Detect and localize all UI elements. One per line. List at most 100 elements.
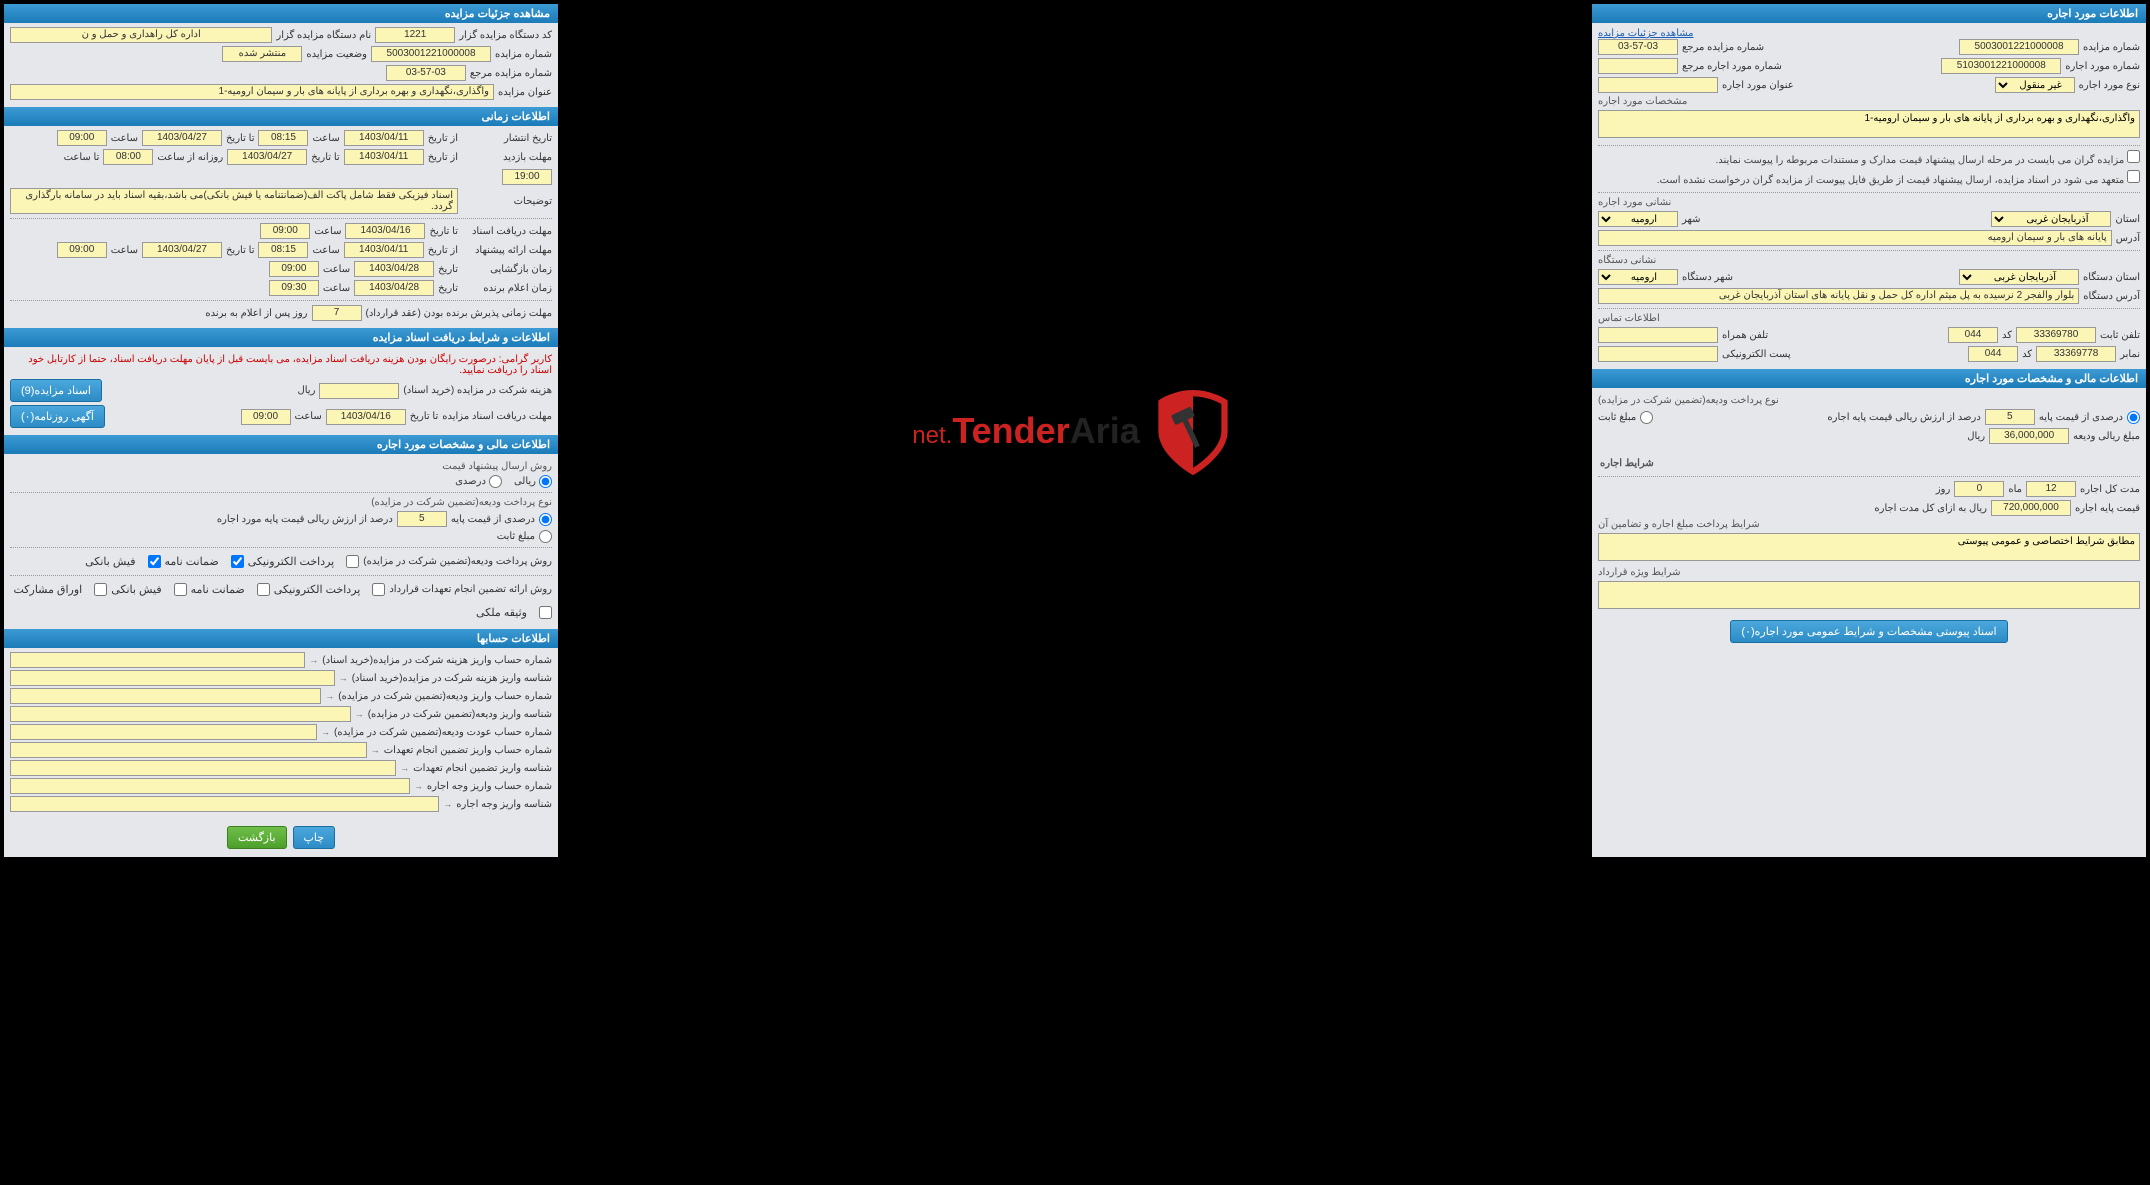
docs-button[interactable]: اسناد مزایده(9) — [10, 379, 102, 402]
rent-title-field — [1598, 77, 1718, 93]
pay-terms-textarea[interactable]: مطابق شرایط اختصاصی و عمومی پیوستی — [1598, 533, 2140, 561]
newspaper-button[interactable]: آگهی روزنامه(۰) — [10, 405, 105, 428]
print-button[interactable]: چاپ — [293, 826, 336, 849]
fee-field — [319, 383, 399, 399]
header-auction-details: مشاهده جزئیات مزایده — [4, 4, 558, 23]
radio-fixed[interactable] — [539, 530, 552, 543]
ref-no-field: 03-57-03 — [386, 65, 466, 81]
attachments-button[interactable]: اسناد پیوستی مشخصات و شرایط عمومی مورد ا… — [1730, 620, 2007, 643]
doc-receive-time: 09:00 — [260, 223, 310, 239]
left-percent-field: 5 — [1985, 409, 2035, 425]
spec-textarea[interactable]: واگذاری،نگهداری و بهره برداری از پایانه … — [1598, 110, 2140, 138]
mobile-field — [1598, 327, 1718, 343]
province-select[interactable]: آذربایجان غربی — [1991, 211, 2111, 227]
auction-no-label: شماره مزایده — [495, 49, 552, 60]
warning-text: کاربر گرامی: درصورت رایگان بودن هزینه در… — [10, 351, 552, 379]
doc-receive-label: مهلت دریافت اسناد — [462, 226, 552, 237]
obligation-label: روش ارائه تضمین انجام تعهدات قرارداد — [389, 584, 552, 595]
details-link[interactable]: مشاهده جزئیات مزایده — [1598, 28, 1694, 39]
acc2-field — [10, 670, 335, 686]
accept-suffix: روز پس از اعلام به برنده — [205, 308, 307, 319]
header-financial: اطلاعات مالی و مشخصات مورد اجاره — [4, 435, 558, 454]
deposit-amount-field: 36,000,000 — [1989, 428, 2069, 444]
fax-field: 33369778 — [2036, 346, 2116, 362]
org-address-field: بلوار والفجر 2 نرسیده به پل میثم اداره ک… — [1598, 288, 2079, 304]
doc-deadline-date: 1403/04/16 — [326, 409, 406, 425]
header-doc-terms: اطلاعات و شرایط دریافت اسناد مزایده — [4, 328, 558, 347]
doc-receive-date: 1403/04/16 — [345, 223, 425, 239]
acc1-field — [10, 652, 305, 668]
offer-to-date: 1403/04/27 — [142, 242, 222, 258]
header-left-financial: اطلاعات مالی و مشخصات مورد اجاره — [1592, 369, 2146, 388]
publish-to-date: 1403/04/27 — [142, 130, 222, 146]
offer-to-time: 09:00 — [57, 242, 107, 258]
offer-from-date: 1403/04/11 — [344, 242, 424, 258]
visit-to-date: 1403/04/27 — [227, 149, 307, 165]
visit-daily-to: 19:00 — [502, 169, 552, 185]
visit-label: مهلت بازدید — [462, 152, 552, 163]
email-field — [1598, 346, 1718, 362]
logo-area: AriaTender.net — [566, 4, 1584, 857]
price-method-label: روش ارسال پیشنهاد قیمت — [10, 461, 552, 472]
deposit-type-label: نوع پرداخت ودیعه(تضمین شرکت در مزایده) — [10, 497, 552, 508]
org-code-field: 1221 — [375, 27, 455, 43]
radio-percent[interactable]: درصدی — [455, 475, 502, 488]
rent-terms-label: شرایط اجاره — [1592, 454, 2146, 473]
accept-label: مهلت زمانی پذیرش برنده بودن (عقد قرارداد… — [366, 308, 553, 319]
title-field: واگذاری،نگهداری و بهره برداری از پایانه … — [10, 84, 494, 100]
shield-hammer-icon — [1148, 386, 1238, 476]
acc7-field — [10, 760, 396, 776]
status-field: منتشر شده — [222, 46, 302, 62]
acc4-field — [10, 706, 351, 722]
special-textarea[interactable] — [1598, 581, 2140, 609]
auction-no-field: 5003001221000008 — [371, 46, 491, 62]
header-rent-info: اطلاعات مورد اجاره — [1592, 4, 2146, 23]
left-panel: اطلاعات مورد اجاره مشاهده جزئیات مزایده … — [1592, 4, 2146, 857]
percent-field: 5 — [397, 511, 447, 527]
header-accounts: اطلاعات حسابها — [4, 629, 558, 648]
fee-label: هزینه شرکت در مزایده (خرید اسناد) — [403, 385, 552, 396]
visit-daily-from: 08:00 — [103, 149, 153, 165]
rent-ref-field — [1598, 58, 1678, 74]
right-panel: مشاهده جزئیات مزایده کد دستگاه مزایده گز… — [4, 4, 558, 857]
radio-rial[interactable]: ریالی — [514, 475, 552, 488]
phone-field: 33369780 — [2016, 327, 2096, 343]
winner-date: 1403/04/28 — [354, 280, 434, 296]
acc3-field — [10, 688, 321, 704]
notes-field: اسناد فیزیکی فقط شامل پاکت الف(ضمانتنامه… — [10, 188, 458, 214]
acc8-field — [10, 778, 410, 794]
acc5-field — [10, 724, 317, 740]
offer-from-time: 08:15 — [258, 242, 308, 258]
publish-from-date: 1403/04/11 — [344, 130, 424, 146]
open-time: 09:00 — [269, 261, 319, 277]
header-time-info: اطلاعات زمانی — [4, 107, 558, 126]
org-province-select[interactable]: آذربایجان غربی — [1959, 269, 2079, 285]
deposit-method-label: روش پرداخت ودیعه(تضمین شرکت در مزایده) — [363, 556, 552, 567]
days-field: 0 — [1954, 481, 2004, 497]
acc9-field — [10, 796, 439, 812]
logo-text: AriaTender.net — [912, 410, 1139, 452]
months-field: 12 — [2026, 481, 2076, 497]
org-code-label: کد دستگاه مزایده گزار — [459, 30, 552, 41]
accept-days: 7 — [312, 305, 362, 321]
org-name-field: اداره کل راهداری و حمل و ن — [10, 27, 272, 43]
address-field: پایانه های بار و سیمان ارومیه — [1598, 230, 2112, 246]
status-label: وضعیت مزایده — [306, 49, 367, 60]
acc6-field — [10, 742, 367, 758]
org-name-label: نام دستگاه مزایده گزار — [276, 30, 371, 41]
visit-from-date: 1403/04/11 — [344, 149, 424, 165]
rent-type-select[interactable]: غیر منقول — [1995, 77, 2075, 93]
left-auction-no: 5003001221000008 — [1959, 39, 2079, 55]
notes-label: توضیحات — [462, 196, 552, 207]
doc-deadline-label: مهلت دریافت اسناد مزایده — [442, 411, 552, 422]
left-ref-no: 03-57-03 — [1598, 39, 1678, 55]
radio-percent-base[interactable] — [539, 513, 552, 526]
rent-no-field: 5103001221000008 — [1941, 58, 2061, 74]
offer-label: مهلت ارائه پیشنهاد — [462, 245, 552, 256]
back-button[interactable]: بازگشت — [227, 826, 287, 849]
open-label: زمان بازگشایی — [462, 264, 552, 275]
city-select[interactable]: ارومیه — [1598, 211, 1678, 227]
base-price-field: 720,000,000 — [1991, 500, 2071, 516]
org-city-select[interactable]: ارومیه — [1598, 269, 1678, 285]
phone-code-field: 044 — [1948, 327, 1998, 343]
